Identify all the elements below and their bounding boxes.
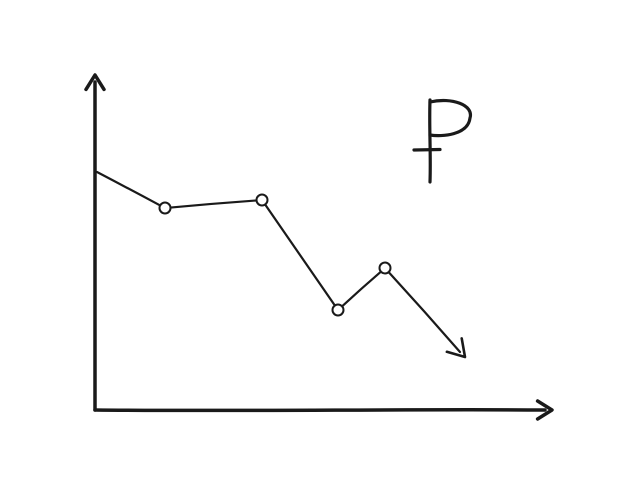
decline-chart (0, 0, 626, 501)
ruble-icon (414, 150, 440, 151)
trend-segment (170, 200, 256, 207)
data-point-marker (160, 203, 171, 214)
ruble-icon (430, 100, 431, 182)
trend-segment (97, 172, 160, 205)
chart-svg (0, 0, 626, 501)
trend-segment (265, 205, 335, 306)
ruble-icon (430, 100, 470, 135)
trend-segment (342, 272, 381, 307)
y-axis (95, 82, 96, 410)
data-point-marker (333, 305, 344, 316)
data-point-marker (380, 263, 391, 274)
data-point-marker (257, 195, 268, 206)
x-axis (95, 410, 545, 411)
trend-segment (389, 272, 460, 352)
